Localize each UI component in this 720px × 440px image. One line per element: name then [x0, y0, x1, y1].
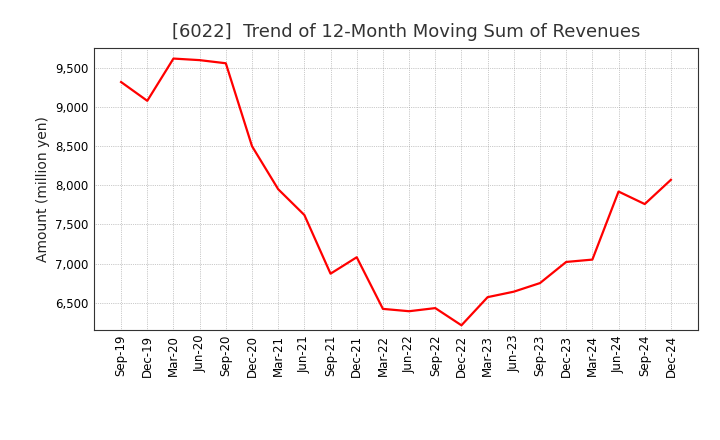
- Text: [6022]  Trend of 12-Month Moving Sum of Revenues: [6022] Trend of 12-Month Moving Sum of R…: [172, 23, 641, 41]
- Y-axis label: Amount (million yen): Amount (million yen): [36, 116, 50, 262]
